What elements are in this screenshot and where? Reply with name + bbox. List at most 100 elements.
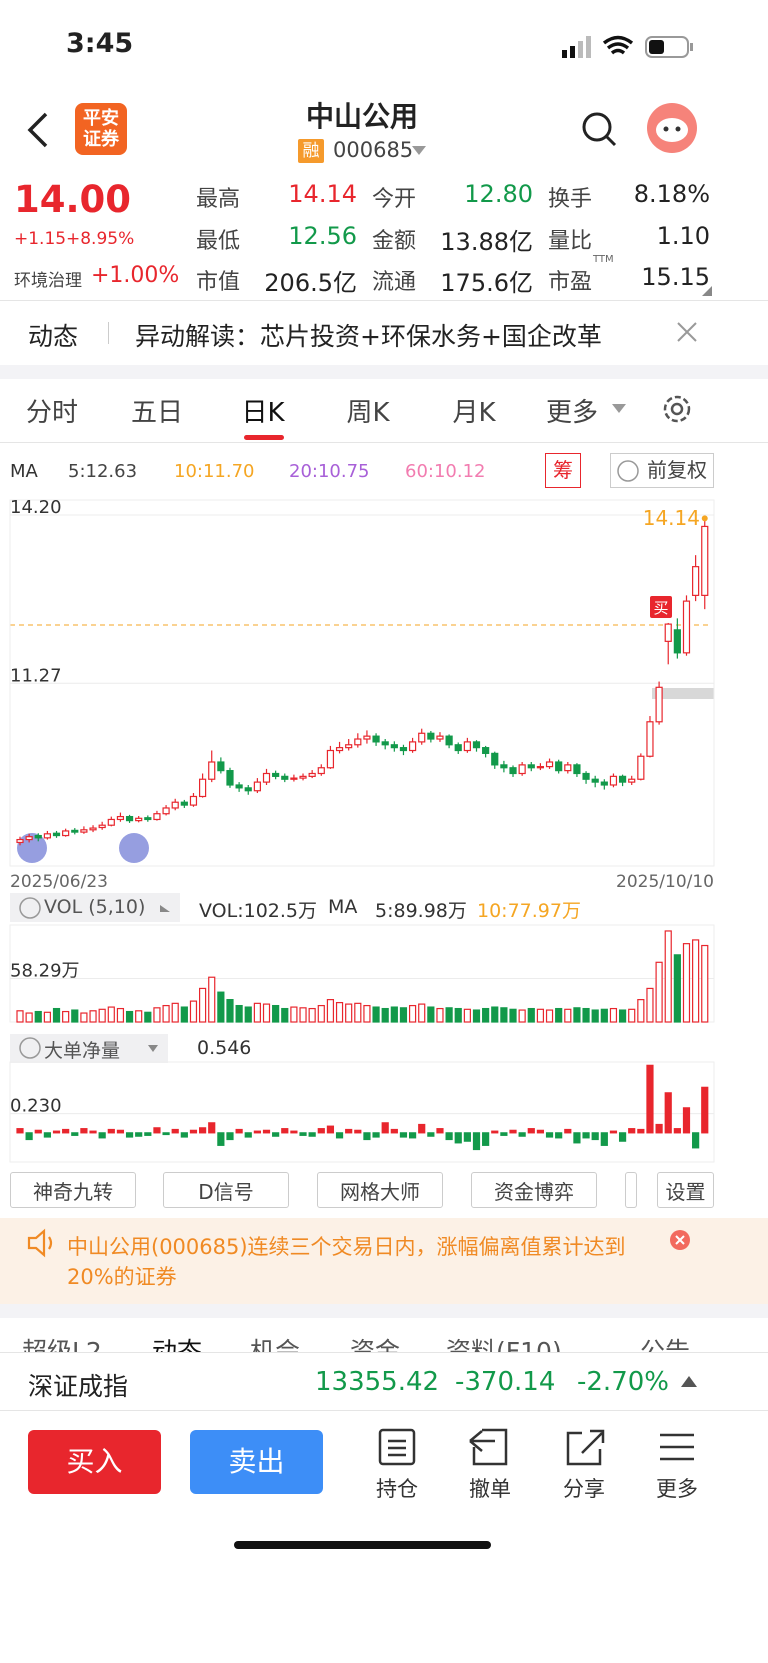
- bar: [299, 1007, 307, 1023]
- tool-button[interactable]: 网格大师: [317, 1172, 443, 1208]
- bar: [62, 1010, 70, 1023]
- candle-body: [345, 744, 353, 749]
- period-tab[interactable]: 更多: [545, 398, 599, 428]
- vol-value: VOL:102.5万: [199, 900, 317, 922]
- index-name[interactable]: 深证成指: [28, 1372, 129, 1401]
- candle-body: [363, 735, 371, 740]
- candle-body: [418, 732, 426, 743]
- bar: [89, 1010, 97, 1023]
- tool-button[interactable]: [625, 1172, 637, 1208]
- detail-tab[interactable]: 资料(F10): [446, 1337, 562, 1352]
- detail-tab[interactable]: 资金: [350, 1337, 401, 1352]
- expand-arrow[interactable]: [680, 1374, 698, 1388]
- candle-body: [180, 801, 188, 806]
- candle-body: [217, 761, 225, 772]
- period-tab[interactable]: 月K: [452, 398, 496, 428]
- bar: [98, 1132, 106, 1139]
- bar: [162, 1132, 170, 1136]
- bar: [208, 976, 216, 1023]
- detail-tab[interactable]: 机会: [250, 1337, 301, 1352]
- ma-item: 20:10.75: [289, 461, 370, 482]
- bar: [34, 1129, 42, 1134]
- bar: [335, 1132, 344, 1139]
- change: +1.15: [14, 229, 67, 249]
- bar: [34, 1010, 42, 1023]
- dropdown[interactable]: [411, 145, 427, 157]
- bar: [692, 939, 700, 1023]
- bar: [317, 1128, 325, 1134]
- assistant-avatar[interactable]: [646, 102, 698, 154]
- divider: [108, 322, 109, 344]
- chip-button[interactable]: 筹: [545, 453, 581, 488]
- back-button[interactable]: [26, 112, 52, 148]
- speaker-icon: [27, 1228, 53, 1258]
- bar: [52, 1130, 61, 1134]
- vol-selector[interactable]: [10, 893, 180, 922]
- adjust-button[interactable]: 前复权: [610, 453, 714, 488]
- period-tab[interactable]: 分时: [25, 398, 79, 428]
- bar: [436, 1128, 444, 1134]
- candle-body: [509, 767, 517, 775]
- panel-frame: [9, 924, 715, 1023]
- period-tab[interactable]: 五日: [130, 398, 184, 428]
- bar: [454, 1132, 462, 1144]
- bar: [545, 1132, 554, 1138]
- candle-body: [116, 815, 125, 821]
- ma-label[interactable]: MA: [10, 461, 38, 482]
- candle-body: [682, 600, 691, 654]
- candle-body: [171, 801, 179, 809]
- candle-body: [80, 829, 88, 833]
- action-label[interactable]: 分享: [563, 1477, 605, 1501]
- bar: [226, 999, 234, 1023]
- tool-button[interactable]: 设置: [657, 1172, 714, 1208]
- bar: [290, 1130, 298, 1134]
- bar: [600, 1132, 608, 1146]
- detail-tab[interactable]: 公告: [640, 1337, 691, 1352]
- period-tab-active[interactable]: 日K: [241, 398, 285, 428]
- bar: [363, 1004, 371, 1023]
- candle-body: [335, 747, 344, 752]
- bar: [116, 1129, 125, 1134]
- bar: [272, 1004, 280, 1023]
- stock-code: 000685: [333, 138, 414, 162]
- tool-button[interactable]: 资金博弈: [471, 1172, 597, 1208]
- stat-value: 12.80: [464, 180, 533, 208]
- dropdown[interactable]: [612, 404, 626, 414]
- candle-body: [445, 735, 453, 746]
- sell-button[interactable]: 卖出: [190, 1430, 323, 1494]
- detail-tab[interactable]: 动态: [152, 1337, 203, 1352]
- vol-ma5: 5:89.98万: [375, 900, 467, 922]
- close-alert[interactable]: [669, 1229, 691, 1251]
- detail-tab[interactable]: 超级L2: [22, 1337, 102, 1352]
- spacer: [0, 1304, 768, 1318]
- bar: [62, 1128, 70, 1134]
- bar: [107, 1006, 115, 1023]
- candle-body: [655, 686, 663, 723]
- bar: [390, 1006, 398, 1023]
- action-label[interactable]: 更多: [656, 1477, 698, 1501]
- settings-button[interactable]: [661, 393, 693, 425]
- period-tab[interactable]: 周K: [346, 398, 390, 428]
- bar: [363, 1132, 371, 1141]
- buy-button[interactable]: 买入: [28, 1430, 161, 1494]
- bar: [582, 1007, 590, 1023]
- news-text[interactable]: 异动解读：芯片投资+环保水务+国企改革: [135, 322, 602, 351]
- bar: [646, 987, 654, 1023]
- bar: [600, 1008, 608, 1023]
- candle-body: [281, 775, 289, 780]
- bar: [418, 1123, 426, 1134]
- candle-body: [427, 732, 435, 740]
- action-label[interactable]: 持仓: [376, 1477, 418, 1501]
- bar: [427, 1132, 435, 1137]
- search-button[interactable]: [580, 110, 618, 148]
- bar: [390, 1128, 398, 1134]
- close-news[interactable]: [675, 320, 699, 344]
- indicator-selector[interactable]: [10, 1034, 168, 1063]
- bar: [399, 1007, 408, 1023]
- candle-body: [609, 775, 618, 786]
- bar: [509, 1008, 517, 1023]
- y-tick-label: 11.27: [10, 665, 62, 686]
- tool-button[interactable]: D信号: [163, 1172, 289, 1208]
- tool-button[interactable]: 神奇九转: [10, 1172, 136, 1208]
- action-label[interactable]: 撤单: [469, 1477, 511, 1501]
